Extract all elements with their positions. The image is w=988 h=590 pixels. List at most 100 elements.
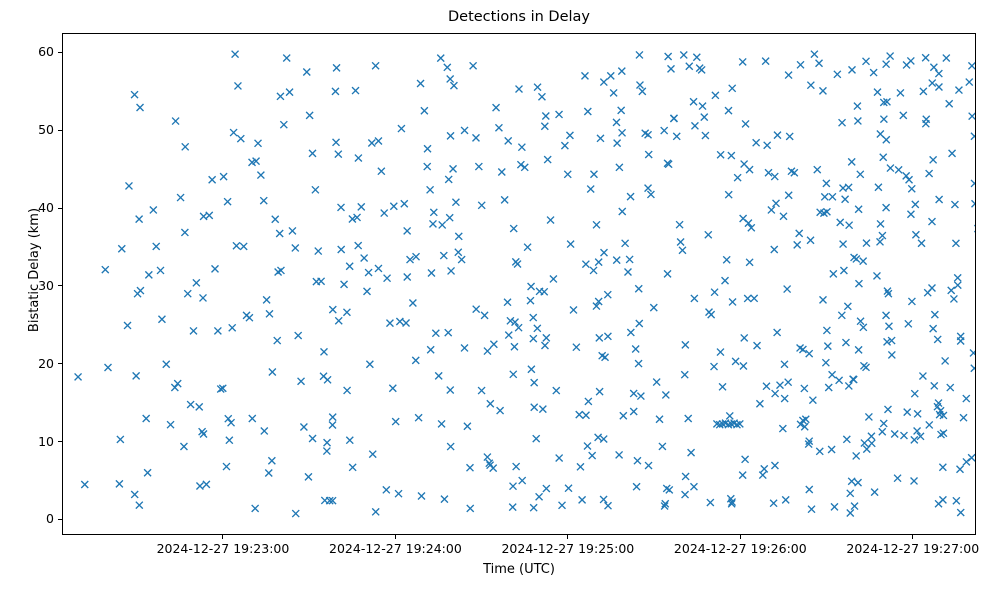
scatter-point [477, 201, 486, 210]
scatter-point [566, 240, 575, 249]
scatter-point [934, 83, 943, 91]
scatter-point [535, 287, 544, 296]
scatter-point [431, 329, 440, 338]
scatter-point [472, 305, 481, 314]
x-tick-mark [912, 535, 914, 539]
scatter-point [900, 431, 908, 440]
scatter-point [595, 333, 604, 342]
scatter-point [291, 243, 300, 252]
scatter-point [483, 453, 492, 462]
scatter-point [618, 207, 627, 216]
scatter-point [149, 206, 158, 214]
scatter-point [853, 116, 862, 125]
scatter-point [80, 480, 89, 489]
scatter-point [929, 324, 938, 333]
scatter-point [859, 257, 868, 266]
scatter-point [444, 175, 453, 184]
scatter-point [389, 202, 398, 211]
scatter-point [117, 244, 126, 253]
scatter-point [884, 322, 893, 331]
x-tick-mark [567, 535, 569, 539]
scatter-point [486, 399, 495, 408]
scatter-point [426, 185, 435, 194]
y-tick-label: 10 [38, 433, 54, 449]
scatter-point [893, 474, 902, 483]
scatter-point [904, 319, 913, 328]
scatter-point [555, 110, 564, 119]
scatter-point [690, 294, 699, 303]
scatter-point [684, 414, 693, 423]
scatter-point [382, 485, 391, 494]
scatter-point [592, 220, 601, 229]
scatter-point [929, 63, 938, 72]
scatter-point [529, 503, 538, 512]
scatter-point [615, 163, 624, 172]
scatter-point [805, 485, 814, 494]
scatter-point [603, 290, 612, 299]
scatter-point [933, 402, 942, 411]
scatter-point [454, 248, 463, 257]
scatter-point [735, 419, 744, 428]
scatter-point [731, 357, 740, 366]
scatter-point [770, 245, 779, 254]
scatter-point [921, 119, 930, 128]
scatter-point [371, 507, 380, 516]
scatter-point [466, 504, 475, 513]
scatter-point [800, 384, 809, 393]
scatter-point [192, 278, 201, 287]
scatter-point [864, 412, 873, 421]
scatter-point [537, 92, 546, 101]
scatter-point [808, 396, 817, 405]
scatter-point [586, 185, 595, 194]
scatter-point [763, 141, 772, 150]
scatter-point [758, 471, 767, 480]
scatter-point [725, 411, 734, 420]
scatter-point [101, 265, 110, 274]
scatter-point [144, 270, 153, 279]
scatter-point [199, 430, 208, 438]
scatter-point [199, 212, 208, 221]
scatter-point [530, 378, 539, 387]
scatter-point [644, 461, 653, 470]
scatter-point [884, 405, 892, 414]
scatter-point [882, 311, 891, 320]
scatter-point [629, 389, 638, 398]
scatter-point [844, 381, 853, 390]
scatter-point [511, 318, 519, 327]
scatter-point [262, 295, 271, 304]
scatter-point [784, 378, 793, 387]
scatter-point [778, 424, 787, 433]
scatter-point [962, 394, 971, 403]
scatter-point [873, 88, 882, 97]
scatter-point [827, 445, 836, 454]
scatter-point [282, 54, 291, 62]
scatter-point [135, 215, 144, 224]
scatter-point [601, 353, 610, 362]
scatter-point [533, 83, 542, 92]
scatter-point [852, 254, 861, 263]
scatter-point [822, 326, 831, 335]
scatter-point [636, 392, 645, 401]
scatter-point [833, 70, 842, 79]
scatter-point [745, 258, 754, 267]
plot-area [62, 33, 976, 535]
scatter-point [337, 245, 346, 254]
scatter-point [896, 88, 905, 97]
scatter-point [784, 71, 793, 80]
scatter-point [724, 420, 733, 429]
scatter-point [176, 193, 185, 202]
scatter-point [956, 332, 965, 341]
scatter-point [202, 480, 211, 489]
scatter-point [773, 131, 782, 140]
scatter-point [342, 308, 351, 317]
scatter-point [186, 400, 195, 409]
scatter-point [824, 383, 833, 392]
scatter-point [632, 482, 641, 491]
scatter-point [890, 430, 899, 438]
scatter-point [123, 321, 132, 330]
y-tick-label: 20 [38, 355, 54, 371]
scatter-point [527, 365, 536, 374]
scatter-point [354, 241, 363, 250]
scatter-point [480, 311, 489, 320]
scatter-point [780, 360, 789, 369]
